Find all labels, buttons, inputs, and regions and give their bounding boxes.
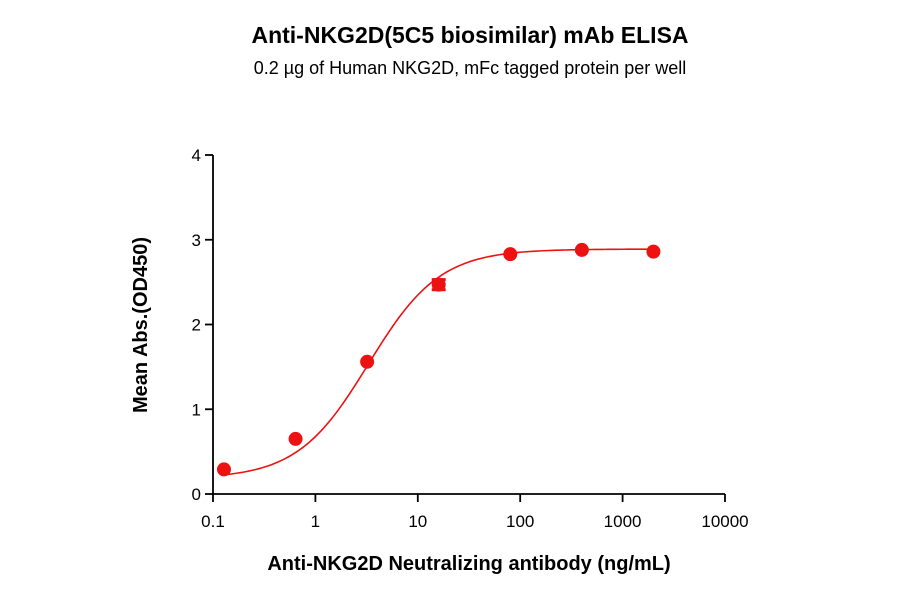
data-point	[431, 277, 446, 292]
data-point	[646, 244, 661, 259]
data-points	[216, 242, 661, 477]
x-tick-label: 1	[311, 512, 320, 531]
chart-subtitle: 0.2 µg of Human NKG2D, mFc tagged protei…	[253, 58, 687, 78]
y-tick-label: 3	[192, 231, 201, 250]
x-tick-label: 10000	[701, 512, 748, 531]
data-point	[360, 354, 375, 369]
x-axis-title: Anti-NKG2D Neutralizing antibody (ng/mL)	[267, 553, 670, 575]
y-tick-label: 1	[192, 400, 201, 419]
x-tick-label: 0.1	[201, 512, 225, 531]
y-ticks: 0 1 2 3 4	[192, 146, 213, 504]
y-tick-label: 2	[192, 316, 201, 335]
y-axis-title: Mean Abs.(OD450)	[130, 237, 152, 413]
data-point	[574, 242, 589, 257]
data-point	[216, 462, 231, 477]
data-point	[288, 431, 303, 446]
x-tick-label: 1000	[604, 512, 642, 531]
chart-title: Anti-NKG2D(5C5 biosimilar) mAb ELISA	[251, 22, 689, 48]
y-tick-label: 0	[192, 485, 201, 504]
data-point	[503, 247, 518, 262]
x-tick-label: 100	[506, 512, 534, 531]
y-tick-label: 4	[192, 146, 201, 165]
x-ticks: 0.1 1 10 100 1000 10000	[201, 494, 749, 531]
axes	[212, 155, 725, 495]
x-tick-label: 10	[408, 512, 427, 531]
